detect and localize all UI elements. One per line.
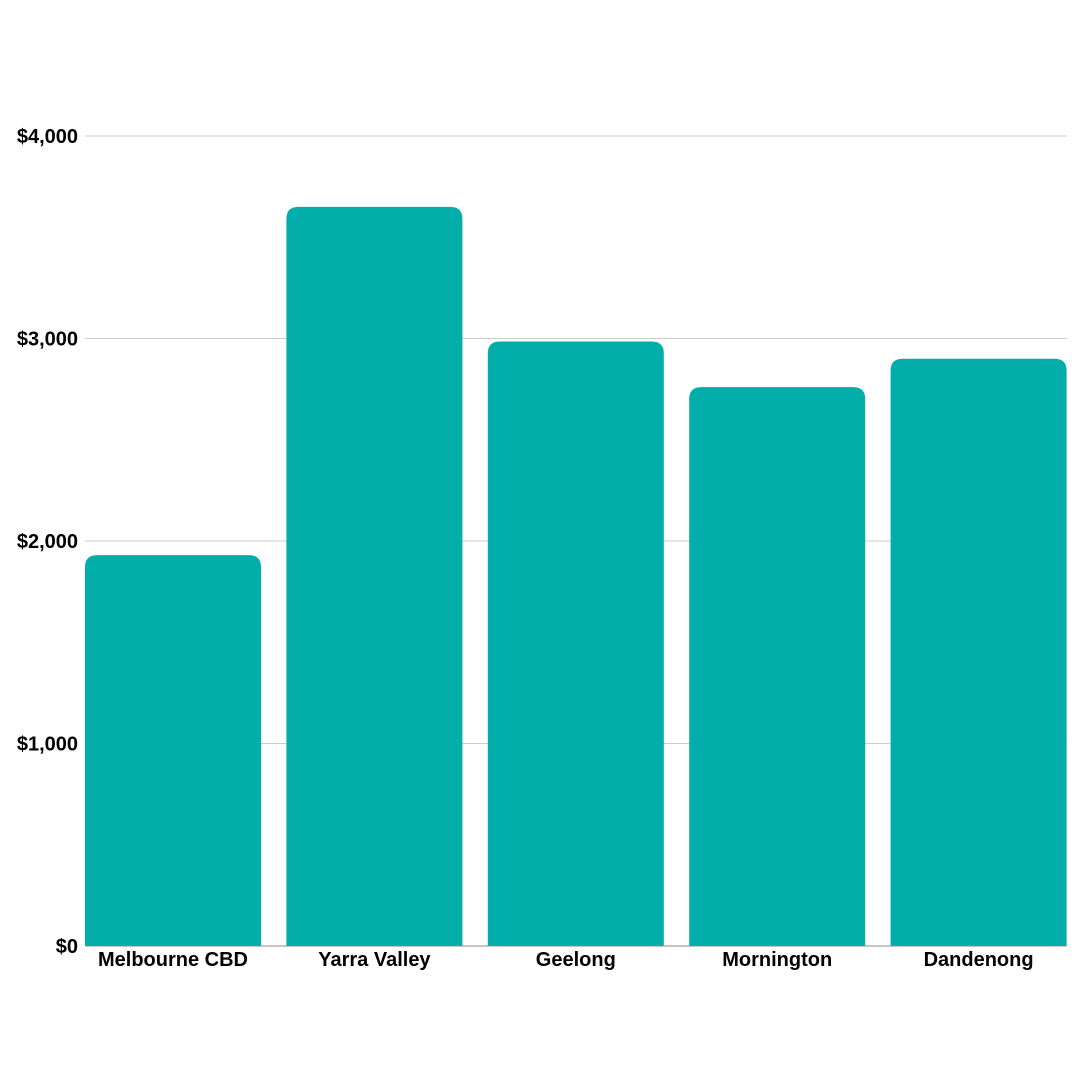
- y-tick-label: $4,000: [17, 126, 78, 148]
- y-tick-label: $3,000: [17, 329, 78, 351]
- x-category-label: Melbourne CBD: [98, 949, 248, 971]
- bars: [85, 206, 1067, 947]
- bar-yarra-valley: [286, 206, 463, 946]
- x-category-label: Mornington: [722, 949, 832, 971]
- x-category-label: Yarra Valley: [318, 949, 431, 971]
- x-category-label: Dandenong: [924, 949, 1034, 971]
- x-category-label: Geelong: [536, 949, 616, 971]
- y-tick-label: $2,000: [17, 531, 78, 553]
- x-axis-category-labels: Melbourne CBD Yarra Valley Geelong Morningt…: [98, 949, 1034, 971]
- bar-geelong: [487, 341, 664, 947]
- y-tick-label: $0: [56, 936, 78, 958]
- bar-melbourne-cbd: [85, 555, 261, 946]
- bar-dandenong: [890, 358, 1067, 946]
- y-tick-label: $1,000: [17, 734, 78, 756]
- y-axis-tick-labels: $0 $1,000 $2,000 $3,000 $4,000: [17, 126, 78, 958]
- bar-mornington: [689, 387, 866, 947]
